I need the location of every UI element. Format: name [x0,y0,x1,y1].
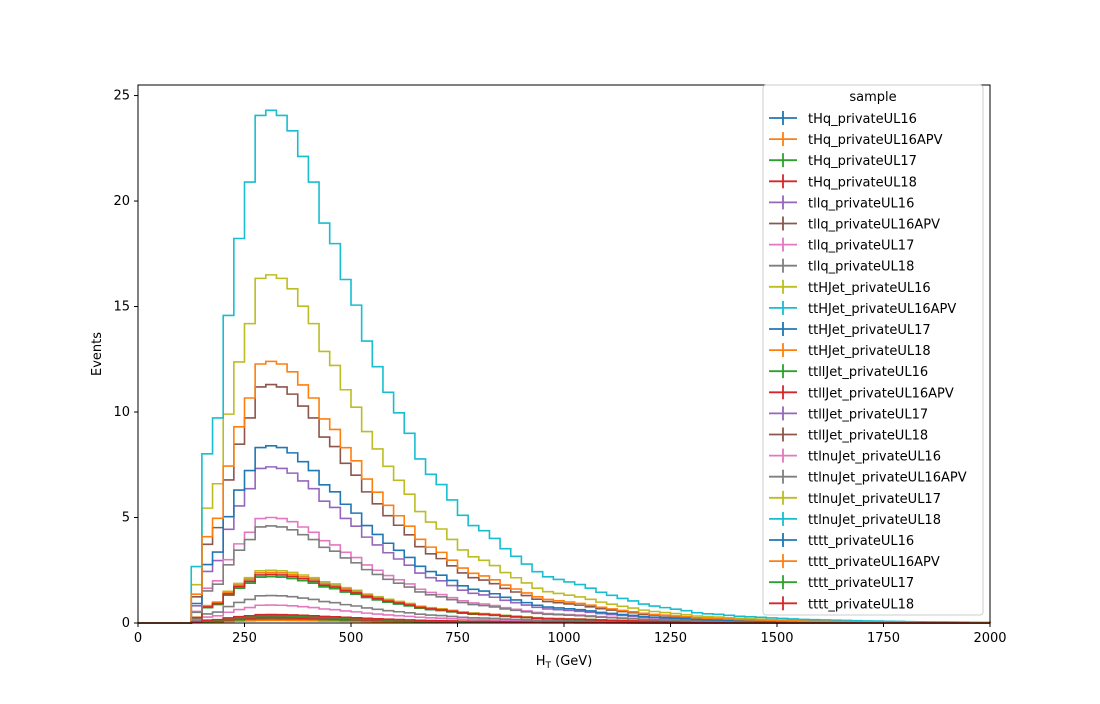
legend-label: tttt_privateUL16APV [808,555,940,570]
legend-label: tllq_privateUL16 [808,196,914,211]
legend-entry: ttllJet_privateUL16APV [769,385,954,401]
legend-label: ttllJet_privateUL16APV [808,386,954,401]
legend-entry: ttHJet_privateUL17 [769,322,931,338]
legend-label: tHq_privateUL17 [808,154,917,169]
legend-label: tllq_privateUL17 [808,239,914,254]
y-tick-label: 0 [122,616,130,631]
legend-label: ttlnuJet_privateUL17 [808,492,941,507]
legend-label: ttlnuJet_privateUL16APV [808,471,967,486]
legend-label: tHq_privateUL16APV [808,133,943,148]
x-tick-label: 1750 [867,631,900,646]
series-line-ttlnuJet_privateUL18 [138,109,991,624]
legend-label: tHq_privateUL16 [808,112,917,127]
legend-entry: tHq_privateUL17 [769,153,917,169]
legend-entry: ttHJet_privateUL18 [769,343,931,359]
y-tick-label: 5 [122,511,130,526]
x-axis: 0 250 500 750 1000 1250 1500 1750 2000 [134,623,1007,646]
x-tick-label: 250 [232,631,257,646]
x-tick-label: 750 [445,631,470,646]
legend-entry: ttHJet_privateUL16APV [769,300,956,317]
legend-label: ttlnuJet_privateUL18 [808,513,941,528]
legend-entry: ttllJet_privateUL18 [769,427,928,444]
legend-label: ttllJet_privateUL17 [808,407,928,422]
x-tick-label: 1250 [654,631,687,646]
y-tick-label: 15 [113,300,130,315]
legend-entry: tttt_privateUL16 [769,533,914,549]
legend-label: ttllJet_privateUL16 [808,365,928,380]
legend-title: sample [849,90,896,105]
y-axis: 0 5 10 15 20 25 [113,89,138,631]
legend-label: tllq_privateUL16APV [808,218,940,233]
legend-entry: tttt_privateUL18 [769,596,914,612]
x-tick-label: 1500 [760,631,793,646]
legend-label: ttHJet_privateUL16 [808,281,931,296]
legend-entry: ttllJet_privateUL17 [769,406,928,422]
legend-box [762,84,984,616]
legend-label: ttllJet_privateUL18 [808,429,928,444]
legend-entry: tllq_privateUL18 [769,258,914,275]
legend-items: tHq_privateUL16 tHq_privateUL16APV tHq_pri… [769,111,967,612]
legend-label: tttt_privateUL16 [808,534,914,549]
legend-label: ttHJet_privateUL18 [808,344,931,359]
y-tick-label: 10 [113,405,130,420]
legend-label: tttt_privateUL18 [808,597,914,612]
legend-entry: tllq_privateUL16 [769,195,914,211]
x-tick-label: 2000 [973,631,1006,646]
legend-entry: ttlnuJet_privateUL16APV [769,469,967,486]
legend-entry: ttllJet_privateUL16 [769,364,928,380]
x-tick-label: 1000 [547,631,580,646]
legend-label: ttlnuJet_privateUL16 [808,450,941,465]
legend-entry: ttHJet_privateUL16 [769,279,931,296]
legend-entry: tHq_privateUL18 [769,174,917,190]
x-axis-label: HT (GeV) [536,654,593,671]
legend-label: tHq_privateUL18 [808,175,917,190]
y-tick-label: 20 [113,194,130,209]
legend-entry: ttlnuJet_privateUL17 [769,490,941,507]
legend: sample tHq_privateUL16 tHq_privateUL16APV… [762,84,984,616]
legend-entry: ttlnuJet_privateUL18 [769,511,941,528]
legend-label: tttt_privateUL17 [808,576,914,591]
legend-label: tllq_privateUL18 [808,260,914,275]
legend-label: ttHJet_privateUL17 [808,323,931,338]
legend-entry: tllq_privateUL17 [769,237,914,254]
x-tick-label: 500 [339,631,364,646]
legend-label: ttHJet_privateUL16APV [808,302,956,317]
legend-entry: ttlnuJet_privateUL16 [769,448,941,465]
y-tick-label: 25 [113,89,130,104]
legend-entry: tttt_privateUL16APV [769,554,940,570]
legend-entry: tttt_privateUL17 [769,575,914,591]
legend-entry: tHq_privateUL16 [769,111,917,127]
series-line-tttt_privateUL16APV [138,360,991,624]
legend-entry: tHq_privateUL16APV [769,132,943,148]
legend-entry: tllq_privateUL16APV [769,216,940,233]
x-tick-label: 0 [134,631,142,646]
y-axis-label: Events [90,332,105,376]
